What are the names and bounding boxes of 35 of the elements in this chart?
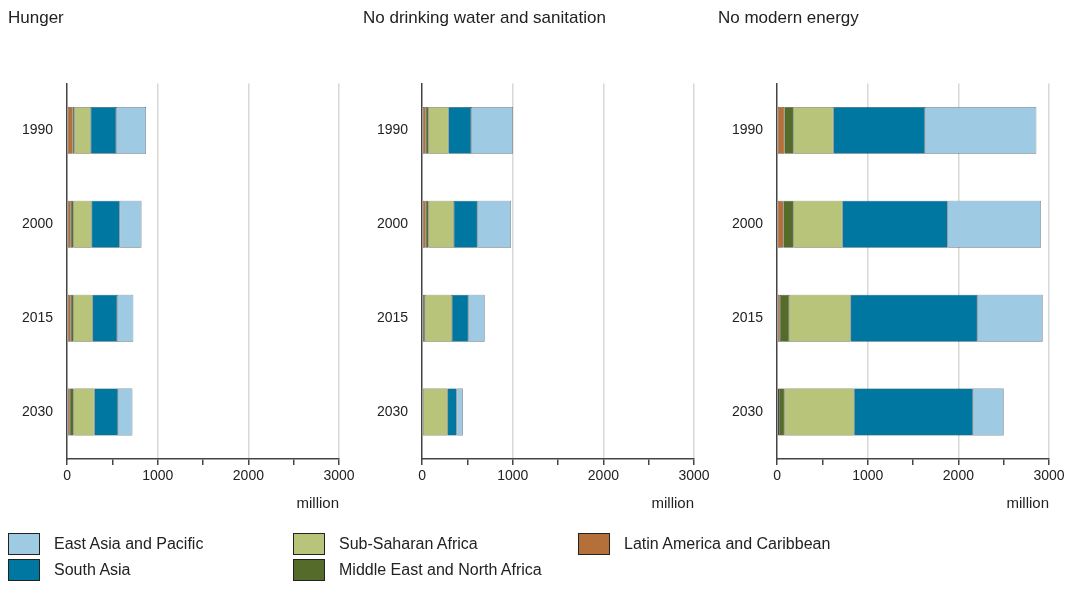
x-tick-label: 0 xyxy=(418,466,427,483)
y-tick-label: 2015 xyxy=(21,309,54,326)
y-tick-label: 1990 xyxy=(21,121,54,138)
legend-label: Sub-Saharan Africa xyxy=(339,535,478,553)
legend-label: Middle East and North Africa xyxy=(339,561,542,579)
x-tick-label: 1000 xyxy=(142,466,174,483)
chart-title: No drinking water and sanitation xyxy=(363,7,606,27)
x-tick-label: 3000 xyxy=(1033,466,1065,483)
x-tick-label: 3000 xyxy=(678,466,710,483)
legend-label: Latin America and Caribbean xyxy=(624,535,831,553)
x-tick-label: 0 xyxy=(773,466,782,483)
chart-title: No modern energy xyxy=(718,7,860,27)
y-tick-label: 2000 xyxy=(731,215,764,232)
x-axis-title: million xyxy=(296,494,339,512)
y-tick-label: 2030 xyxy=(376,402,409,419)
y-tick-label: 1990 xyxy=(731,121,764,138)
y-tick-label: 2000 xyxy=(376,215,409,232)
legend-label: South Asia xyxy=(54,561,131,579)
y-tick-label: 2030 xyxy=(731,402,764,419)
x-tick-label: 2000 xyxy=(587,466,620,483)
x-axis-title: million xyxy=(1006,494,1049,512)
y-tick-label: 2000 xyxy=(21,215,54,232)
x-tick-label: 1000 xyxy=(852,466,884,483)
y-tick-label: 2030 xyxy=(21,402,54,419)
chart-title: Hunger xyxy=(8,7,65,27)
y-tick-label: 1990 xyxy=(376,121,409,138)
x-tick-label: 2000 xyxy=(232,466,265,483)
y-tick-label: 2015 xyxy=(376,309,409,326)
x-tick-label: 1000 xyxy=(497,466,529,483)
x-axis-title: million xyxy=(651,494,694,512)
y-tick-label: 2015 xyxy=(731,309,764,326)
x-tick-label: 2000 xyxy=(942,466,975,483)
legend-label: East Asia and Pacific xyxy=(54,535,204,553)
x-tick-label: 0 xyxy=(63,466,72,483)
x-tick-label: 3000 xyxy=(323,466,355,483)
